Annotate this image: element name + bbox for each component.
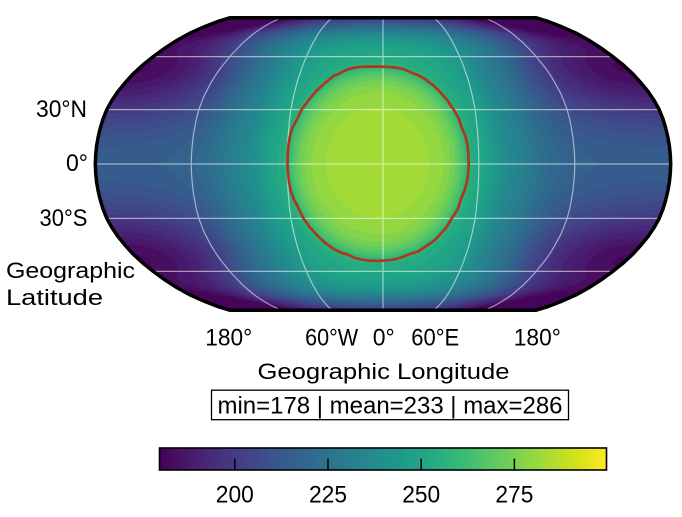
svg-text:Geographic Longitude: Geographic Longitude	[258, 359, 510, 384]
svg-text:min=178 | mean=233 | max=286: min=178 | mean=233 | max=286	[218, 393, 563, 420]
svg-text:Geographic: Geographic	[6, 258, 135, 283]
svg-text:250: 250	[402, 482, 440, 509]
svg-text:275: 275	[495, 482, 533, 509]
svg-text:60°W: 60°W	[305, 324, 359, 351]
svg-text:60°E: 60°E	[411, 324, 459, 351]
svg-text:0°: 0°	[66, 150, 88, 177]
svg-text:180°: 180°	[205, 324, 252, 351]
svg-text:180°: 180°	[514, 324, 561, 351]
svg-text:225: 225	[309, 482, 347, 509]
svg-text:0°: 0°	[373, 324, 395, 351]
svg-text:Latitude: Latitude	[6, 285, 103, 310]
svg-text:30°S: 30°S	[40, 205, 88, 232]
svg-text:30°N: 30°N	[36, 96, 87, 123]
svg-text:200: 200	[216, 482, 254, 509]
